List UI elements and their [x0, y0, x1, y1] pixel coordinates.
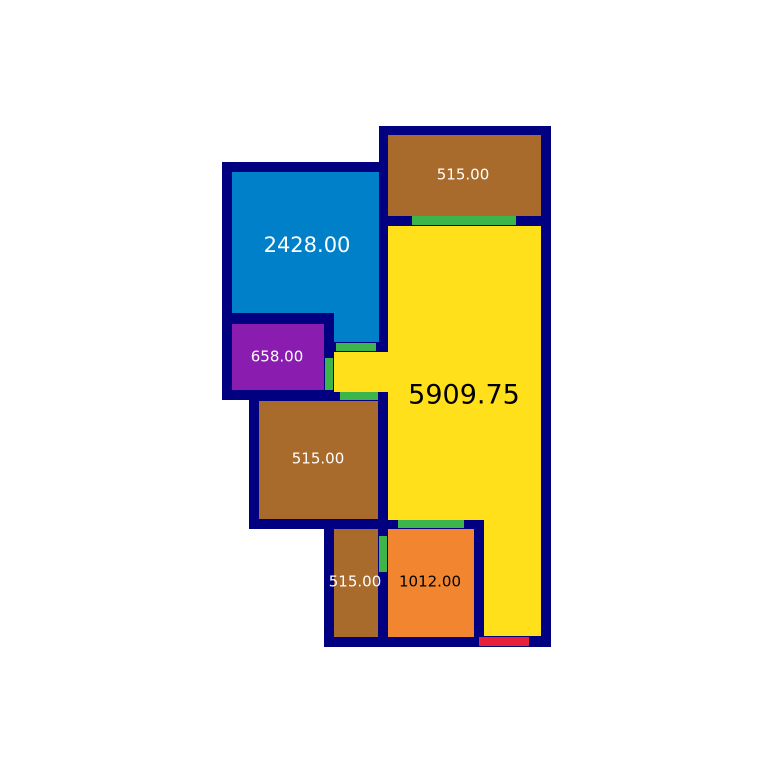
room-living [334, 226, 541, 636]
room-middle-left [259, 401, 378, 519]
room-bedroom-left-small [232, 324, 324, 390]
room-top-right [388, 135, 541, 216]
room-bedroom-left-top [232, 172, 379, 342]
door-bedroom-left-small [325, 358, 333, 390]
area-label-bedroom-left-top: 2428.00 [264, 233, 351, 257]
rooms [232, 135, 541, 637]
area-label-bottom-small: 515.00 [329, 573, 382, 591]
room-kitchen [388, 529, 474, 637]
area-labels: 515.00 2428.00 658.00 5909.75 515.00 515… [251, 166, 520, 591]
area-label-bedroom-left-small: 658.00 [251, 348, 304, 366]
area-label-kitchen: 1012.00 [399, 573, 461, 591]
door-bottom-small [379, 536, 387, 572]
area-label-top-right: 515.00 [437, 166, 490, 184]
door-middle-left [340, 392, 378, 400]
area-label-living: 5909.75 [408, 380, 520, 411]
door-kitchen [398, 520, 464, 528]
area-label-middle-left: 515.00 [292, 450, 345, 468]
room-bottom-small [334, 529, 378, 637]
door-bedroom-left-top [336, 343, 376, 351]
door-top-right [412, 216, 516, 225]
entrance-door [479, 637, 529, 646]
doors [325, 216, 516, 572]
